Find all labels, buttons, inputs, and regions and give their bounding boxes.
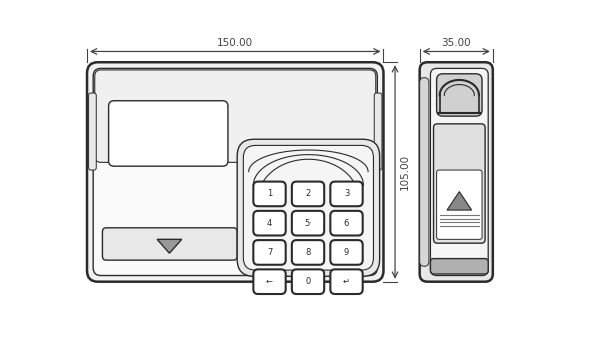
FancyBboxPatch shape [253,240,286,265]
Text: 1: 1 [267,190,272,198]
FancyBboxPatch shape [330,182,363,206]
Text: ←: ← [266,277,273,286]
Polygon shape [157,239,182,253]
FancyBboxPatch shape [243,145,374,270]
FancyBboxPatch shape [292,182,324,206]
Text: ↵: ↵ [343,277,350,286]
Polygon shape [447,192,472,210]
FancyBboxPatch shape [93,68,377,276]
FancyBboxPatch shape [95,70,376,162]
FancyBboxPatch shape [437,74,482,116]
FancyBboxPatch shape [420,78,429,266]
Text: 35.00: 35.00 [442,38,471,47]
FancyBboxPatch shape [253,270,286,294]
FancyBboxPatch shape [292,240,324,265]
FancyBboxPatch shape [253,211,286,236]
FancyBboxPatch shape [253,182,286,206]
Text: 9: 9 [344,248,349,257]
FancyBboxPatch shape [430,259,488,274]
FancyBboxPatch shape [237,139,379,276]
Text: 5·: 5· [304,219,312,228]
Text: 7: 7 [267,248,272,257]
Text: 105.00: 105.00 [400,154,410,190]
Text: 150.00: 150.00 [217,38,253,47]
FancyBboxPatch shape [330,270,363,294]
Text: 6: 6 [344,219,349,228]
FancyBboxPatch shape [437,170,482,239]
FancyBboxPatch shape [330,211,363,236]
Text: 3: 3 [344,190,349,198]
FancyBboxPatch shape [87,62,384,282]
Text: 2: 2 [305,190,311,198]
FancyBboxPatch shape [430,68,488,276]
FancyBboxPatch shape [108,101,228,166]
Text: 4: 4 [267,219,272,228]
FancyBboxPatch shape [420,62,493,282]
Text: 0: 0 [305,277,311,286]
FancyBboxPatch shape [330,240,363,265]
FancyBboxPatch shape [89,93,96,170]
FancyBboxPatch shape [102,228,237,260]
FancyBboxPatch shape [292,211,324,236]
FancyBboxPatch shape [292,270,324,294]
FancyBboxPatch shape [433,124,485,243]
FancyBboxPatch shape [374,93,382,170]
Text: 8: 8 [305,248,311,257]
